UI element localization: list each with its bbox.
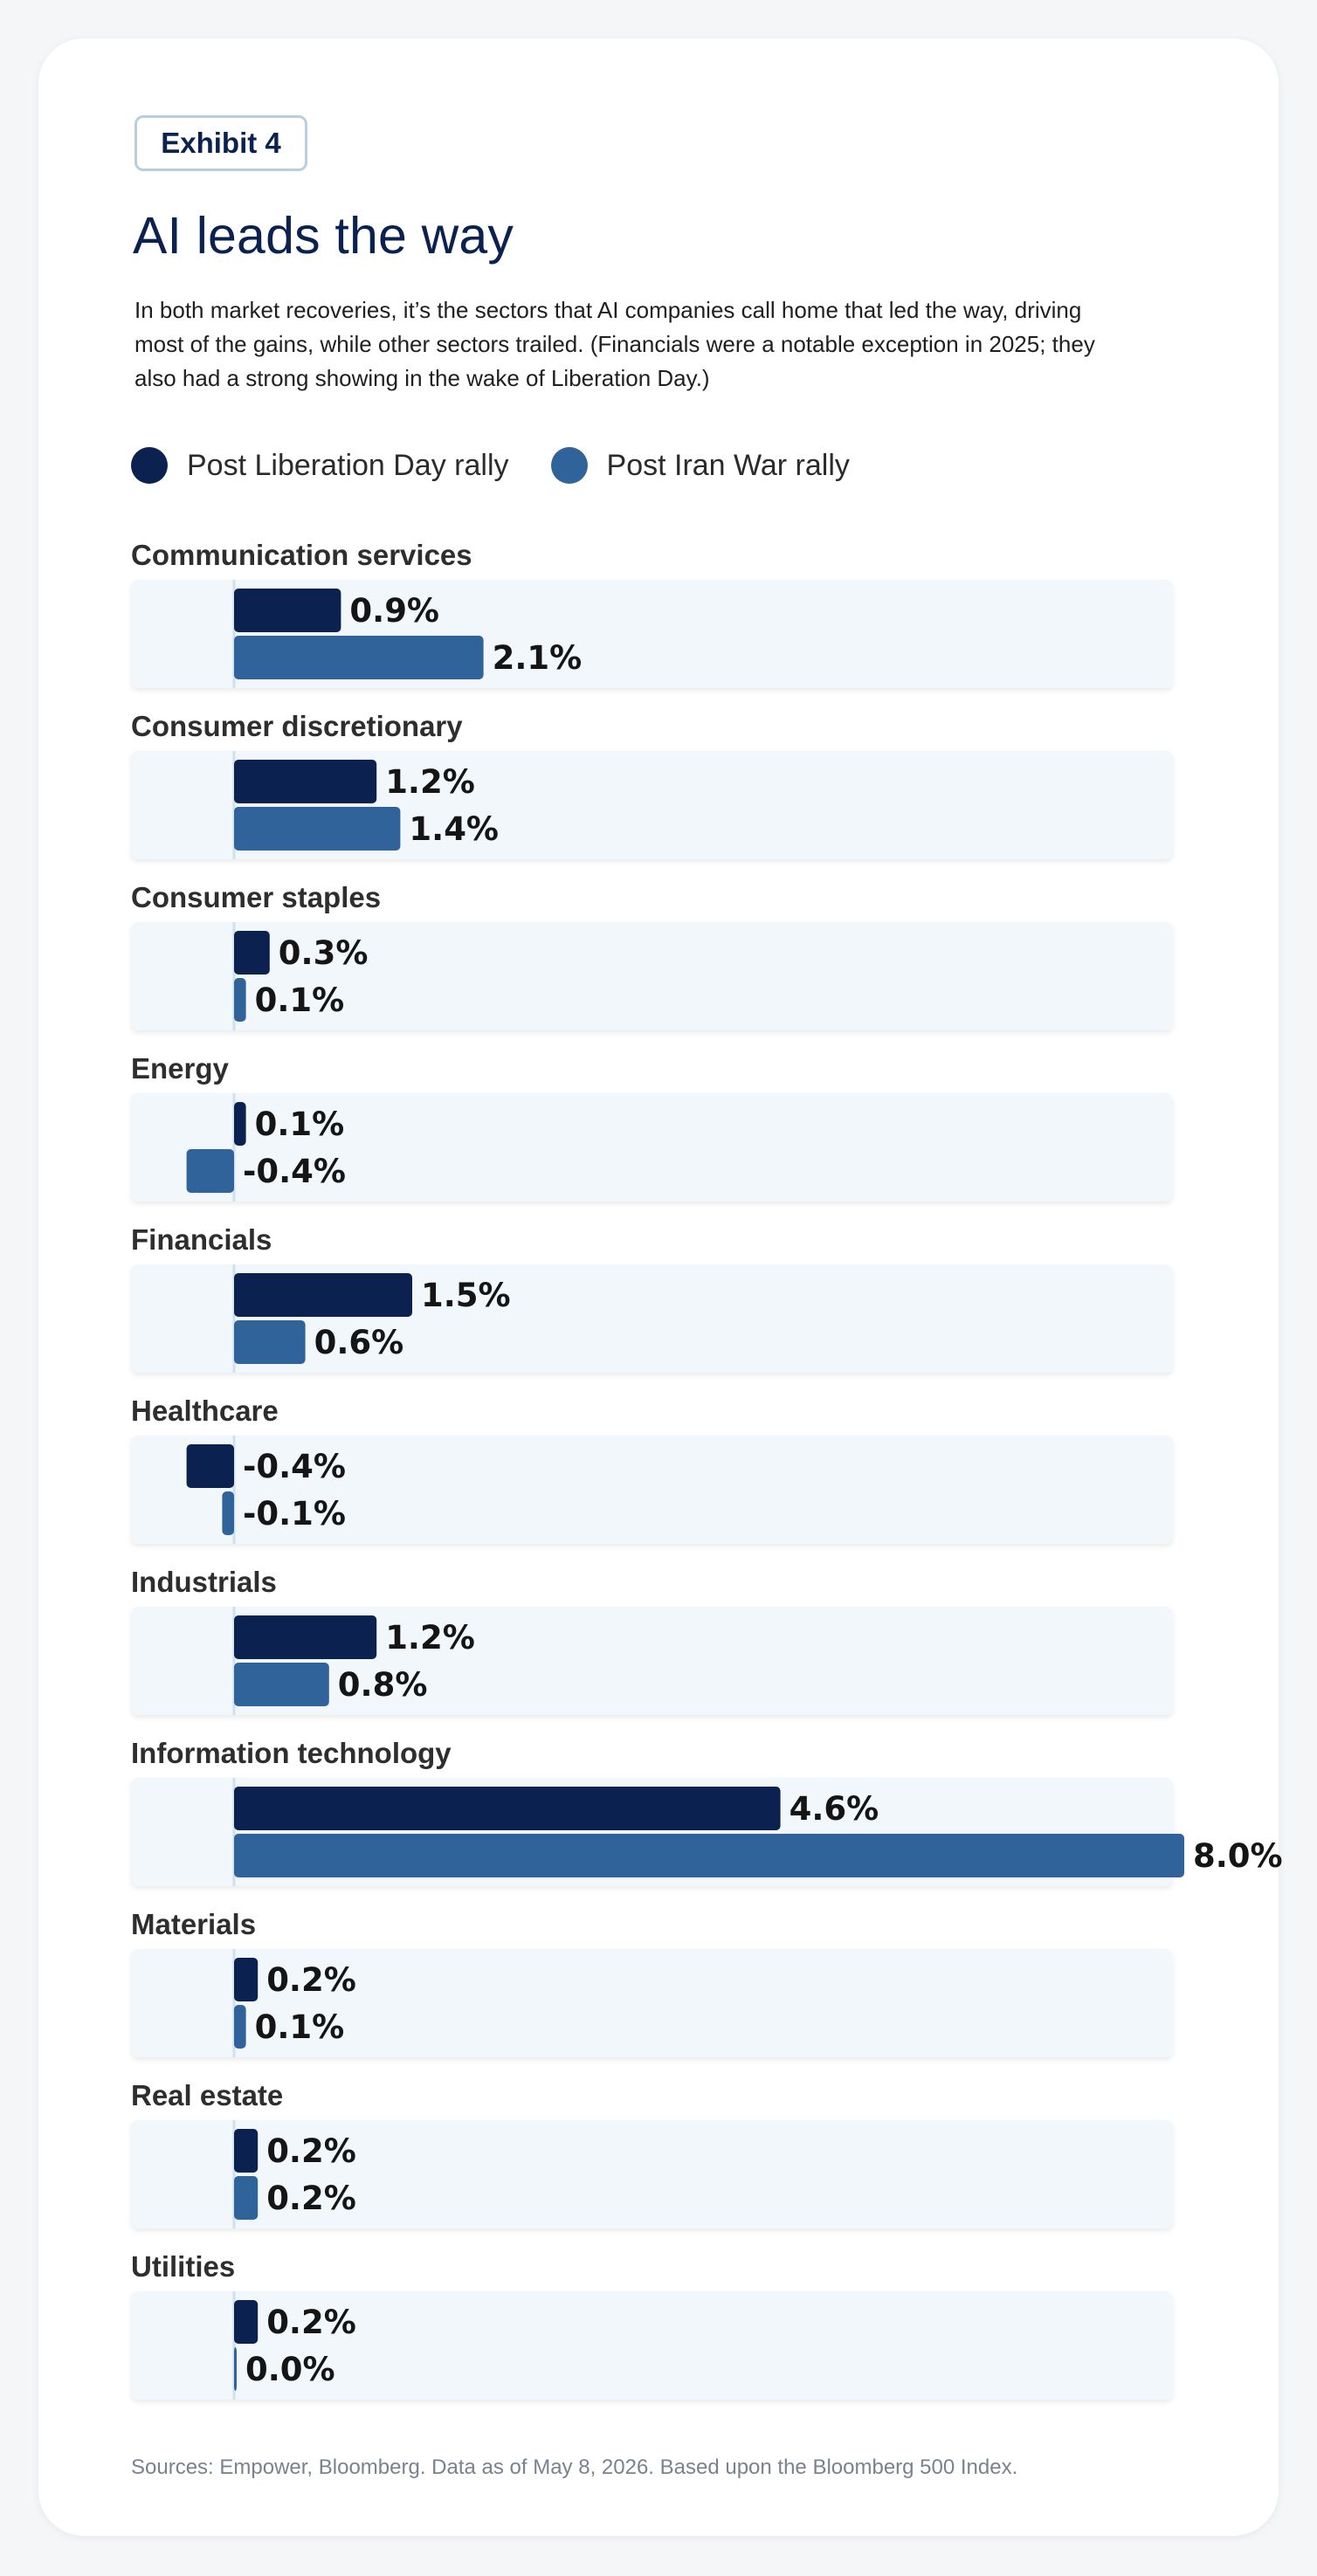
category-panel-consumer-staples xyxy=(131,922,1173,1030)
value-label-post-iran-war-rally-industrials: 0.8% xyxy=(338,1666,428,1704)
category-group-consumer-staples: Consumer staples 0.3% 0.1% xyxy=(131,881,1173,1030)
chart-subtitle: In both market recoveries, it’s the sect… xyxy=(134,297,1095,391)
bar-post-liberation-day-rally-real-estate xyxy=(234,2129,259,2173)
category-group-materials: Materials 0.2% 0.1% xyxy=(131,1908,1173,2057)
value-label-post-liberation-day-rally-financials: 1.5% xyxy=(421,1277,511,1314)
bar-post-iran-war-rally-industrials xyxy=(234,1663,329,1706)
value-label-post-liberation-day-rally-utilities: 0.2% xyxy=(266,2304,356,2341)
value-label-post-iran-war-rally-utilities: 0.0% xyxy=(245,2351,335,2388)
category-group-real-estate: Real estate 0.2% 0.2% xyxy=(131,2079,1173,2228)
category-label-utilities: Utilities xyxy=(131,2250,235,2283)
value-label-post-liberation-day-rally-real-estate: 0.2% xyxy=(266,2132,356,2170)
chart-title: AI leads the way xyxy=(133,207,514,265)
value-label-post-liberation-day-rally-consumer-staples: 0.3% xyxy=(279,934,369,972)
bar-post-liberation-day-rally-communication-services xyxy=(234,589,341,632)
value-label-post-iran-war-rally-energy: -0.4% xyxy=(243,1153,346,1190)
category-panel-utilities xyxy=(131,2291,1173,2400)
category-group-information-technology: Information technology 4.6% 8.0% xyxy=(131,1737,1283,1886)
bar-post-liberation-day-rally-materials xyxy=(234,1958,259,2001)
category-label-real-estate: Real estate xyxy=(131,2079,283,2111)
value-label-post-iran-war-rally-consumer-discretionary: 1.4% xyxy=(409,810,499,848)
bar-post-liberation-day-rally-healthcare xyxy=(186,1444,234,1488)
category-label-communication-services: Communication services xyxy=(131,539,472,571)
category-group-healthcare: Healthcare -0.4% -0.1% xyxy=(131,1395,1173,1544)
legend: Post Liberation Day rally Post Iran War … xyxy=(131,447,892,484)
bar-post-iran-war-rally-information-technology xyxy=(234,1834,1184,1877)
bar-post-iran-war-rally-energy xyxy=(186,1149,234,1193)
bar-post-iran-war-rally-healthcare xyxy=(222,1491,234,1535)
legend-label-iran-war: Post Iran War rally xyxy=(606,448,850,482)
category-label-consumer-staples: Consumer staples xyxy=(131,881,381,913)
bar-post-iran-war-rally-consumer-staples xyxy=(234,978,246,1022)
category-group-utilities: Utilities 0.2% 0.0% xyxy=(131,2250,1173,2400)
bar-post-liberation-day-rally-industrials xyxy=(234,1615,377,1659)
value-label-post-liberation-day-rally-industrials: 1.2% xyxy=(385,1619,475,1656)
bar-post-liberation-day-rally-energy xyxy=(234,1102,246,1146)
category-group-industrials: Industrials 1.2% 0.8% xyxy=(131,1566,1173,1715)
value-label-post-iran-war-rally-materials: 0.1% xyxy=(255,2008,345,2046)
value-label-post-liberation-day-rally-communication-services: 0.9% xyxy=(349,592,439,630)
category-label-information-technology: Information technology xyxy=(131,1737,452,1769)
value-label-post-iran-war-rally-consumer-staples: 0.1% xyxy=(255,981,345,1019)
legend-item-liberation-day: Post Liberation Day rally xyxy=(131,447,509,484)
value-label-post-liberation-day-rally-information-technology: 4.6% xyxy=(790,1790,879,1828)
legend-label-liberation-day: Post Liberation Day rally xyxy=(187,448,509,482)
footnote: Sources: Empower, Bloomberg. Data as of … xyxy=(131,2455,1018,2479)
bar-post-iran-war-rally-utilities xyxy=(234,2347,237,2391)
category-panel-real-estate xyxy=(131,2120,1173,2228)
category-panel-materials xyxy=(131,1949,1173,2057)
bar-post-liberation-day-rally-financials xyxy=(234,1273,412,1317)
category-panel-industrials xyxy=(131,1607,1173,1715)
value-label-post-liberation-day-rally-consumer-discretionary: 1.2% xyxy=(385,763,475,801)
value-label-post-liberation-day-rally-materials: 0.2% xyxy=(266,1961,356,1999)
category-label-energy: Energy xyxy=(131,1052,230,1085)
category-label-consumer-discretionary: Consumer discretionary xyxy=(131,710,463,742)
value-label-post-iran-war-rally-communication-services: 2.1% xyxy=(493,639,583,677)
legend-swatch-liberation-day xyxy=(131,447,168,484)
category-label-industrials: Industrials xyxy=(131,1566,277,1598)
category-label-healthcare: Healthcare xyxy=(131,1395,279,1427)
bar-post-liberation-day-rally-information-technology xyxy=(234,1787,781,1830)
category-group-financials: Financials 1.5% 0.6% xyxy=(131,1223,1173,1373)
category-panel-energy xyxy=(131,1093,1173,1202)
bar-post-iran-war-rally-financials xyxy=(234,1320,306,1364)
value-label-post-iran-war-rally-financials: 0.6% xyxy=(314,1324,404,1361)
value-label-post-liberation-day-rally-energy: 0.1% xyxy=(255,1105,345,1143)
bar-post-iran-war-rally-consumer-discretionary xyxy=(234,807,401,851)
bar-post-liberation-day-rally-consumer-discretionary xyxy=(234,760,377,803)
category-group-communication-services: Communication services 0.9% 2.1% xyxy=(131,539,1173,688)
category-panel-healthcare xyxy=(131,1436,1173,1544)
category-label-materials: Materials xyxy=(131,1908,256,1940)
exhibit-tag: Exhibit 4 xyxy=(134,115,307,171)
category-group-energy: Energy 0.1% -0.4% xyxy=(131,1052,1173,1202)
value-label-post-liberation-day-rally-healthcare: -0.4% xyxy=(243,1448,346,1485)
legend-swatch-iran-war xyxy=(550,447,588,484)
value-label-post-iran-war-rally-real-estate: 0.2% xyxy=(266,2180,356,2217)
bar-post-liberation-day-rally-utilities xyxy=(234,2300,259,2344)
value-label-post-iran-war-rally-healthcare: -0.1% xyxy=(243,1495,346,1533)
value-label-post-iran-war-rally-information-technology: 8.0% xyxy=(1193,1837,1283,1875)
category-group-consumer-discretionary: Consumer discretionary 1.2% 1.4% xyxy=(131,710,1173,859)
bar-post-iran-war-rally-materials xyxy=(234,2005,246,2049)
category-label-financials: Financials xyxy=(131,1223,272,1256)
bar-post-iran-war-rally-communication-services xyxy=(234,636,484,679)
bar-post-liberation-day-rally-consumer-staples xyxy=(234,931,270,975)
bar-post-iran-war-rally-real-estate xyxy=(234,2176,259,2220)
legend-item-iran-war: Post Iran War rally xyxy=(550,447,850,484)
